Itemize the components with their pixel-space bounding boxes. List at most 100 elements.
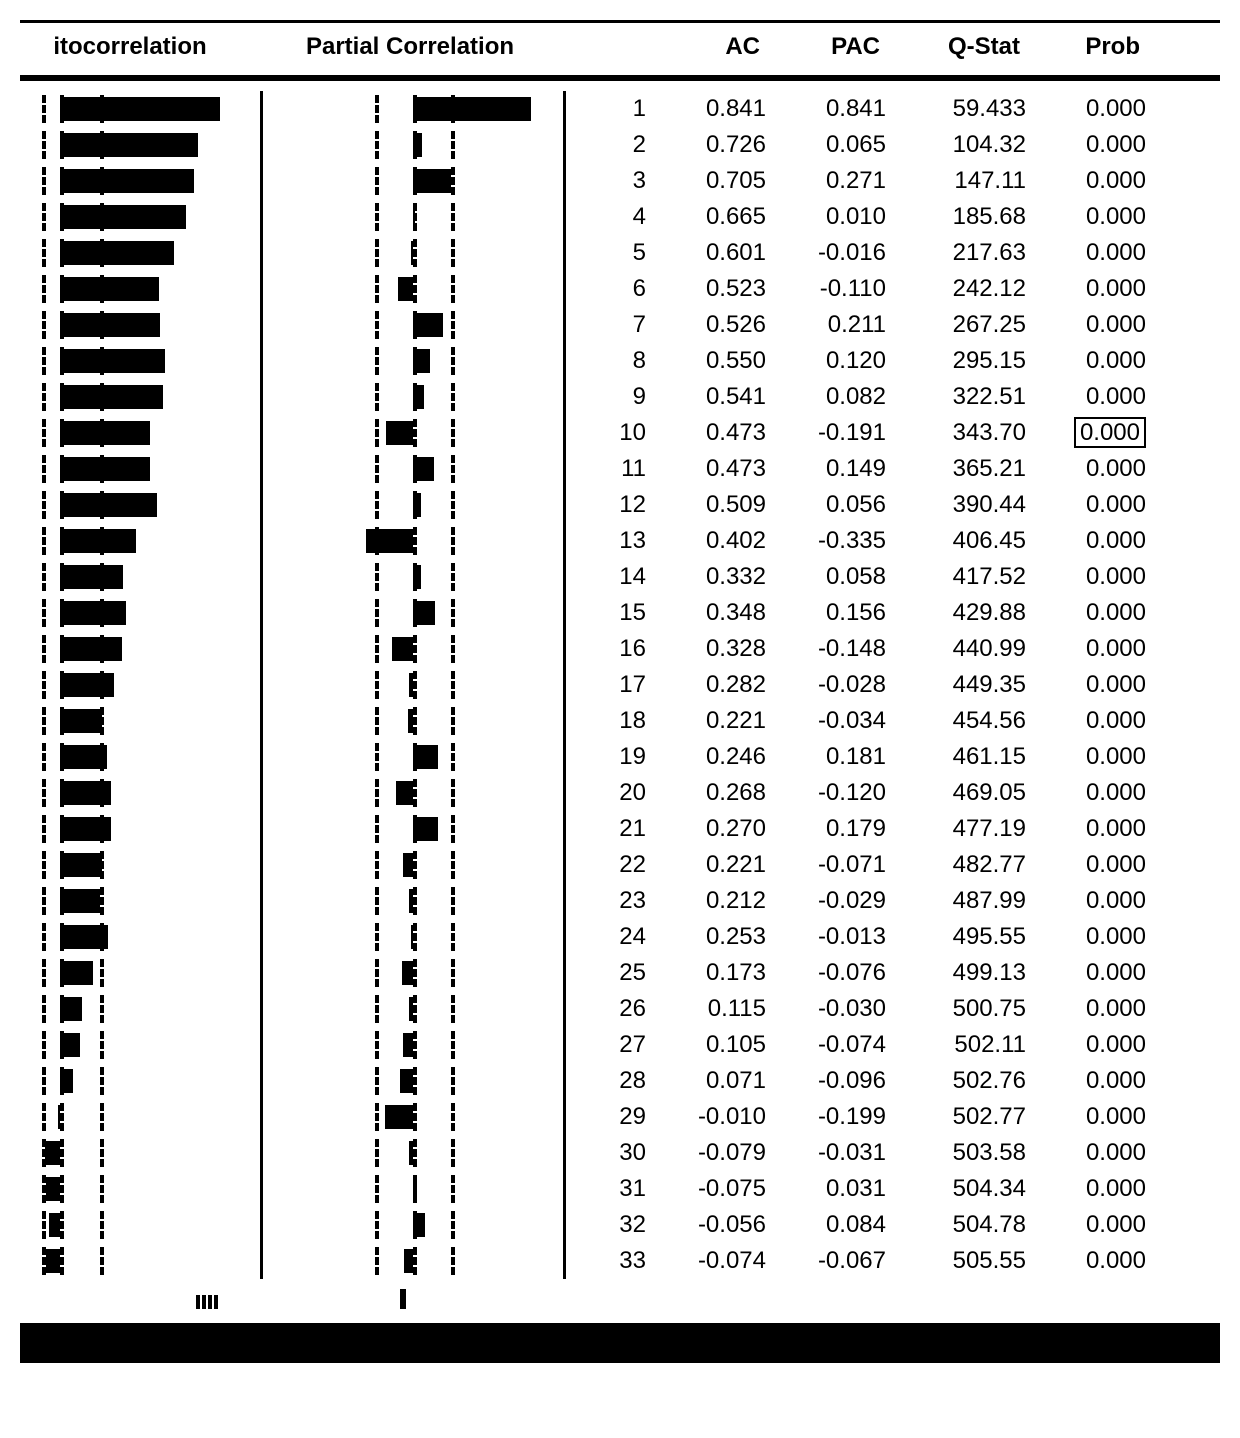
numeric-columns: 10.8410.84159.4330.00020.7260.065104.320… <box>566 91 1146 1279</box>
table-row: 150.3480.156429.880.000 <box>566 595 1146 631</box>
ac-bar-row <box>20 163 260 199</box>
ac-bar-row <box>20 559 260 595</box>
pac-bar-row <box>263 559 563 595</box>
ac-bar <box>60 817 111 840</box>
pac-bar <box>413 97 531 120</box>
ac-bar <box>49 1213 60 1236</box>
cell-ac: 0.282 <box>646 671 766 699</box>
ac-bar-row <box>20 595 260 631</box>
cell-pac: 0.065 <box>766 131 886 159</box>
cell-qstat: 500.75 <box>886 995 1026 1023</box>
table-row: 60.523-0.110242.120.000 <box>566 271 1146 307</box>
pac-bar-row <box>263 199 563 235</box>
scrollbar-remnant <box>20 1285 1220 1309</box>
cell-ac: 0.105 <box>646 1031 766 1059</box>
pac-bar <box>386 421 413 444</box>
cell-ac: 0.253 <box>646 923 766 951</box>
ac-bar <box>60 205 186 228</box>
ac-bar-row <box>20 667 260 703</box>
pac-bar <box>413 493 421 516</box>
cell-qstat: 59.433 <box>886 95 1026 123</box>
pac-bar <box>411 241 413 264</box>
table-row: 250.173-0.076499.130.000 <box>566 955 1146 991</box>
ac-bar-row <box>20 307 260 343</box>
correlogram-output: itocorrelation Partial Correlation AC PA… <box>20 20 1220 1363</box>
ac-bar <box>60 709 102 732</box>
cell-pac: 0.181 <box>766 743 886 771</box>
pac-bar <box>413 133 422 156</box>
cell-ac: 0.402 <box>646 527 766 555</box>
cell-lag: 2 <box>586 131 646 159</box>
pac-bar-row <box>263 631 563 667</box>
cell-lag: 14 <box>586 563 646 591</box>
pac-bar <box>404 1249 413 1272</box>
cell-prob: 0.000 <box>1026 275 1146 303</box>
pac-bar-row <box>263 343 563 379</box>
pac-bar <box>366 529 413 552</box>
ac-bar <box>60 997 82 1020</box>
table-row: 260.115-0.030500.750.000 <box>566 991 1146 1027</box>
pac-bar <box>413 565 421 588</box>
cell-prob: 0.000 <box>1026 923 1146 951</box>
cell-pac: -0.013 <box>766 923 886 951</box>
ac-bar <box>60 241 174 264</box>
cell-lag: 16 <box>586 635 646 663</box>
pac-bar <box>413 817 438 840</box>
table-row: 32-0.0560.084504.780.000 <box>566 1207 1146 1243</box>
pac-bar-row <box>263 847 563 883</box>
cell-ac: 0.473 <box>646 455 766 483</box>
ac-bar-row <box>20 523 260 559</box>
pac-bar-row <box>263 955 563 991</box>
cell-prob: 0.000 <box>1026 455 1146 483</box>
table-row: 30.7050.271147.110.000 <box>566 163 1146 199</box>
cell-prob: 0.000 <box>1026 1031 1146 1059</box>
pac-bar <box>413 313 443 336</box>
pac-bar-row <box>263 1207 563 1243</box>
cell-pac: -0.199 <box>766 1103 886 1131</box>
pac-bar-row <box>263 1099 563 1135</box>
ac-bar-row <box>20 703 260 739</box>
cell-lag: 13 <box>586 527 646 555</box>
pac-bar-row <box>263 523 563 559</box>
table-row: 130.402-0.335406.450.000 <box>566 523 1146 559</box>
cell-ac: 0.541 <box>646 383 766 411</box>
cell-qstat: 104.32 <box>886 131 1026 159</box>
cell-lag: 30 <box>586 1139 646 1167</box>
pac-bar <box>402 961 413 984</box>
pac-bar <box>400 1069 413 1092</box>
cell-qstat: 502.76 <box>886 1067 1026 1095</box>
cell-ac: 0.246 <box>646 743 766 771</box>
cell-prob: 0.000 <box>1026 635 1146 663</box>
table-row: 120.5090.056390.440.000 <box>566 487 1146 523</box>
cell-prob: 0.000 <box>1026 347 1146 375</box>
cell-ac: 0.523 <box>646 275 766 303</box>
ac-bar-row <box>20 235 260 271</box>
ac-bar-row <box>20 955 260 991</box>
pac-bar-row <box>263 739 563 775</box>
cell-pac: -0.096 <box>766 1067 886 1095</box>
cell-lag: 21 <box>586 815 646 843</box>
cell-qstat: 505.55 <box>886 1247 1026 1275</box>
table-row: 29-0.010-0.199502.770.000 <box>566 1099 1146 1135</box>
cell-prob: 0.000 <box>1026 815 1146 843</box>
cell-qstat: 440.99 <box>886 635 1026 663</box>
header-row: itocorrelation Partial Correlation AC PA… <box>20 20 1220 77</box>
cell-qstat: 454.56 <box>886 707 1026 735</box>
cell-qstat: 469.05 <box>886 779 1026 807</box>
cell-ac: 0.841 <box>646 95 766 123</box>
cell-prob: 0.000 <box>1026 1175 1146 1203</box>
table-row: 33-0.074-0.067505.550.000 <box>566 1243 1146 1279</box>
ac-bar <box>60 457 150 480</box>
cell-pac: -0.028 <box>766 671 886 699</box>
ac-bar <box>58 1105 60 1128</box>
cell-lag: 32 <box>586 1211 646 1239</box>
table-row: 230.212-0.029487.990.000 <box>566 883 1146 919</box>
cell-pac: -0.030 <box>766 995 886 1023</box>
cell-prob: 0.000 <box>1026 203 1146 231</box>
pac-bar-row <box>263 595 563 631</box>
cell-qstat: 482.77 <box>886 851 1026 879</box>
cell-qstat: 504.34 <box>886 1175 1026 1203</box>
pac-bar <box>409 997 413 1020</box>
cell-pac: -0.120 <box>766 779 886 807</box>
table-row: 110.4730.149365.210.000 <box>566 451 1146 487</box>
